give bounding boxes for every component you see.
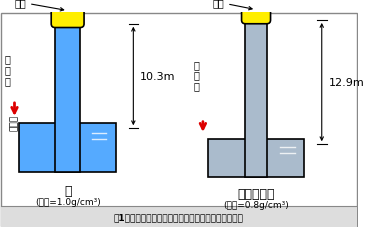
Text: 大
気
圧: 大 気 圧 <box>5 54 11 85</box>
Bar <box>245 21 267 177</box>
FancyBboxPatch shape <box>51 0 84 28</box>
Text: 真空: 真空 <box>212 0 252 11</box>
Text: 大
気
圧: 大 気 圧 <box>193 59 199 91</box>
Text: 12.9m: 12.9m <box>329 78 364 88</box>
Text: (密度=0.8g/cm³): (密度=0.8g/cm³) <box>223 200 289 209</box>
Bar <box>55 25 80 173</box>
Text: 10.3m: 10.3m <box>140 71 176 81</box>
Text: 大気圧: 大気圧 <box>10 115 19 131</box>
Text: エタノール: エタノール <box>237 187 275 200</box>
Text: 図1　水とエタノールでの大気圧の換算ヘッドの違い: 図1 水とエタノールでの大気圧の換算ヘッドの違い <box>114 212 244 221</box>
FancyBboxPatch shape <box>242 0 270 25</box>
Text: 水: 水 <box>64 184 71 197</box>
Text: (密度=1.0g/cm³): (密度=1.0g/cm³) <box>35 197 101 206</box>
Bar <box>56 17 80 27</box>
Bar <box>246 14 266 23</box>
Bar <box>55 25 80 173</box>
Bar <box>245 21 267 177</box>
Text: 真空: 真空 <box>14 0 64 12</box>
Bar <box>208 140 305 177</box>
Bar <box>1 206 357 227</box>
Bar <box>19 124 116 173</box>
